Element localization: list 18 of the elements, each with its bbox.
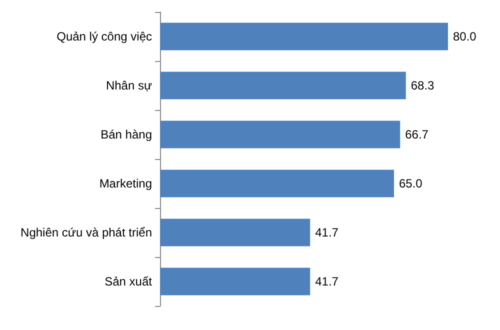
y-tick-label: Nhân sự: [106, 78, 152, 92]
bar: [160, 170, 394, 198]
data-label: 41.7: [315, 226, 339, 240]
bar: [160, 22, 448, 50]
data-label: 65.0: [399, 176, 423, 190]
bar: [160, 218, 310, 246]
y-tick-label: Sản xuất: [104, 274, 153, 288]
y-tick-label: Bán hàng: [100, 128, 152, 142]
data-label: 80.0: [453, 30, 477, 44]
bar: [160, 72, 406, 100]
y-tick-label: Marketing: [99, 176, 152, 190]
data-label: 66.7: [405, 128, 429, 142]
y-tick-label: Quản lý công việc: [56, 30, 152, 44]
bar: [160, 120, 400, 148]
y-tick-label: Nghiên cứu và phát triển: [20, 226, 152, 240]
bar: [160, 268, 310, 296]
data-label: 68.3: [410, 78, 435, 92]
data-label: 41.7: [315, 274, 339, 288]
